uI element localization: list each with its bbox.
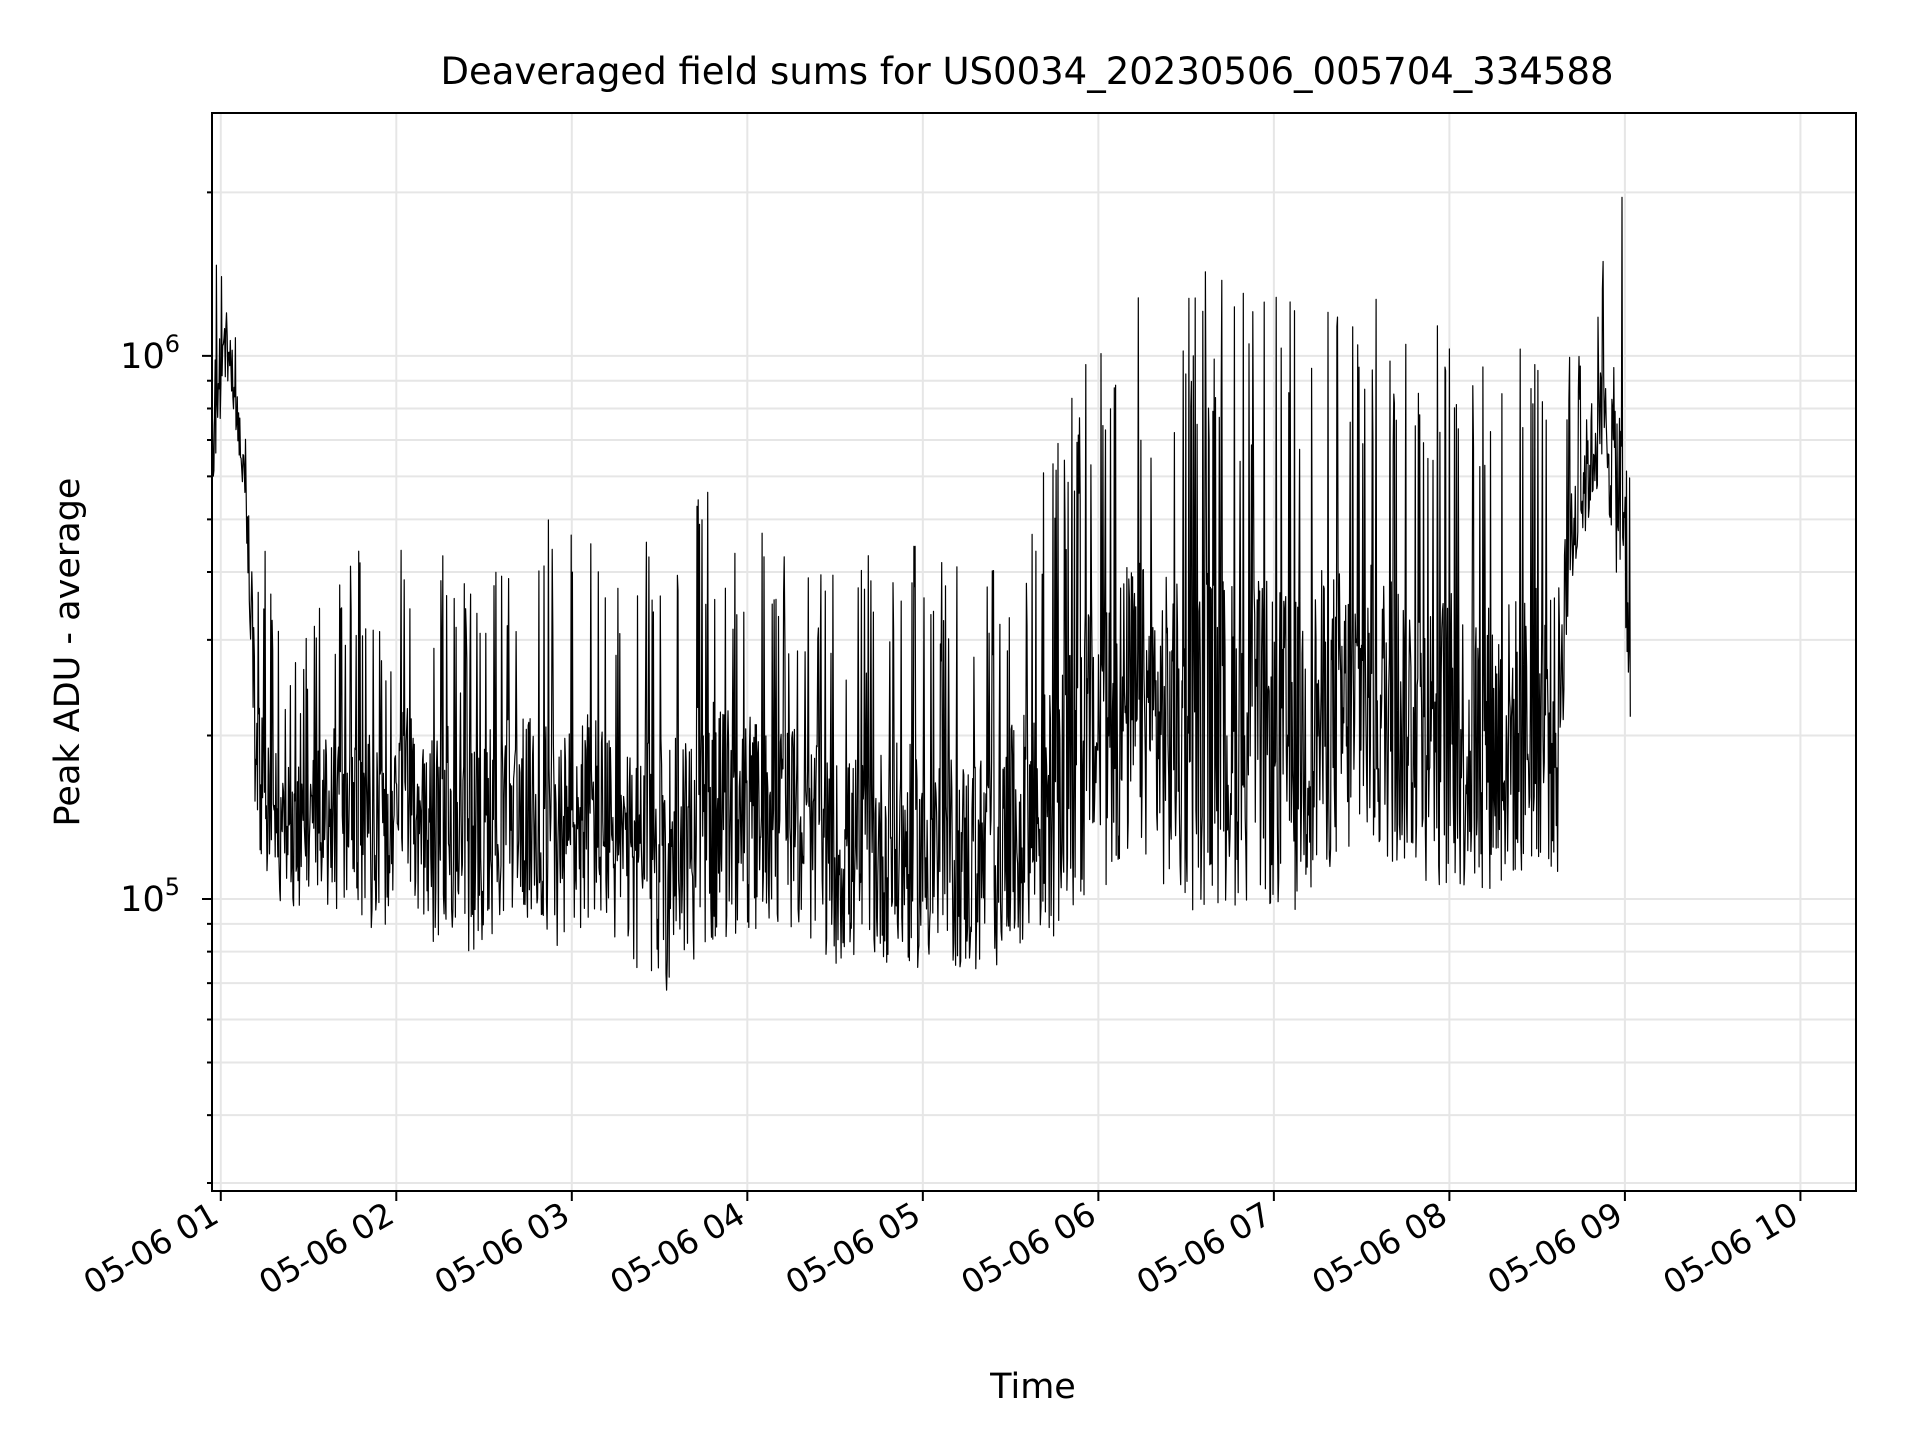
- chart-title: Deaveraged field sums for US0034_2023050…: [440, 50, 1613, 93]
- plot-frame: [211, 112, 1857, 1192]
- data-layer: [211, 196, 1631, 991]
- y-tick-label: 106: [120, 330, 180, 377]
- y-tick-label: 105: [120, 873, 180, 920]
- x-axis-label: Time: [989, 1367, 1076, 1407]
- y-axis-label: Peak ADU - average: [48, 478, 88, 827]
- series-line: [211, 196, 1631, 991]
